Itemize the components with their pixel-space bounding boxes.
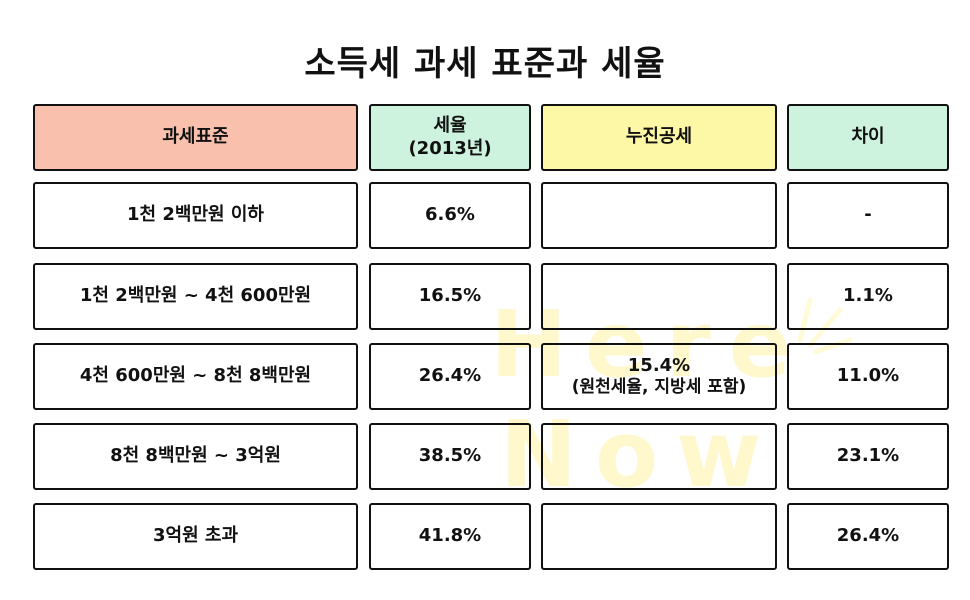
row-5-bracket: 3억원 초과 [33, 503, 358, 570]
row-5-bracket-text: 3억원 초과 [152, 525, 239, 547]
row-1-deduction [541, 182, 777, 249]
row-3-rate: 26.4% [369, 343, 531, 410]
row-2-difference-text: 1.1% [843, 285, 893, 307]
header-progressive-deduction-label: 누진공세 [625, 126, 693, 148]
row-5-deduction [541, 503, 777, 570]
header-difference-label: 차이 [851, 126, 885, 148]
header-difference: 차이 [787, 104, 949, 171]
row-1-bracket: 1천 2백만원 이하 [33, 182, 358, 249]
deduction-note-line1: 15.4% [627, 354, 691, 376]
row-2-bracket: 1천 2백만원 ~ 4천 600만원 [33, 263, 358, 330]
deduction-note-line2: (원천세율, 지방세 포함) [571, 377, 747, 398]
row-5-difference: 26.4% [787, 503, 949, 570]
row-2-difference: 1.1% [787, 263, 949, 330]
row-4-rate: 38.5% [369, 423, 531, 490]
row-1-difference: - [787, 182, 949, 249]
row-1-bracket-text: 1천 2백만원 이하 [127, 204, 264, 226]
row-1-rate: 6.6% [369, 182, 531, 249]
row-4-difference-text: 23.1% [836, 445, 900, 467]
row-2-rate: 16.5% [369, 263, 531, 330]
row-4-bracket: 8천 8백만원 ~ 3억원 [33, 423, 358, 490]
row-2-deduction [541, 263, 777, 330]
header-rate-line2: (2013년) [408, 137, 492, 159]
row-3-bracket: 4천 600만원 ~ 8천 8백만원 [33, 343, 358, 410]
row-1-difference-text: - [864, 204, 872, 226]
row-3-difference-text: 11.0% [836, 365, 900, 387]
header-progressive-deduction: 누진공세 [541, 104, 777, 171]
row-2-rate-text: 16.5% [418, 285, 482, 307]
row-5-rate: 41.8% [369, 503, 531, 570]
row-4-bracket-text: 8천 8백만원 ~ 3억원 [110, 445, 281, 467]
row-3-rate-text: 26.4% [418, 365, 482, 387]
row-1-rate-text: 6.6% [425, 204, 475, 226]
row-3-difference: 11.0% [787, 343, 949, 410]
row-3-deduction: 15.4% (원천세율, 지방세 포함) [541, 343, 777, 410]
row-4-rate-text: 38.5% [418, 445, 482, 467]
header-tax-base: 과세표준 [33, 104, 358, 171]
row-4-difference: 23.1% [787, 423, 949, 490]
row-3-bracket-text: 4천 600만원 ~ 8천 8백만원 [79, 365, 312, 387]
header-tax-base-label: 과세표준 [162, 126, 229, 148]
header-rate: 세율 (2013년) [369, 104, 531, 171]
row-2-bracket-text: 1천 2백만원 ~ 4천 600만원 [79, 285, 312, 307]
header-rate-line1: 세율 [433, 115, 467, 136]
row-5-difference-text: 26.4% [836, 525, 900, 547]
row-5-rate-text: 41.8% [418, 525, 482, 547]
row-4-deduction [541, 423, 777, 490]
page-title: 소득세 과세 표준과 세율 [304, 44, 666, 84]
